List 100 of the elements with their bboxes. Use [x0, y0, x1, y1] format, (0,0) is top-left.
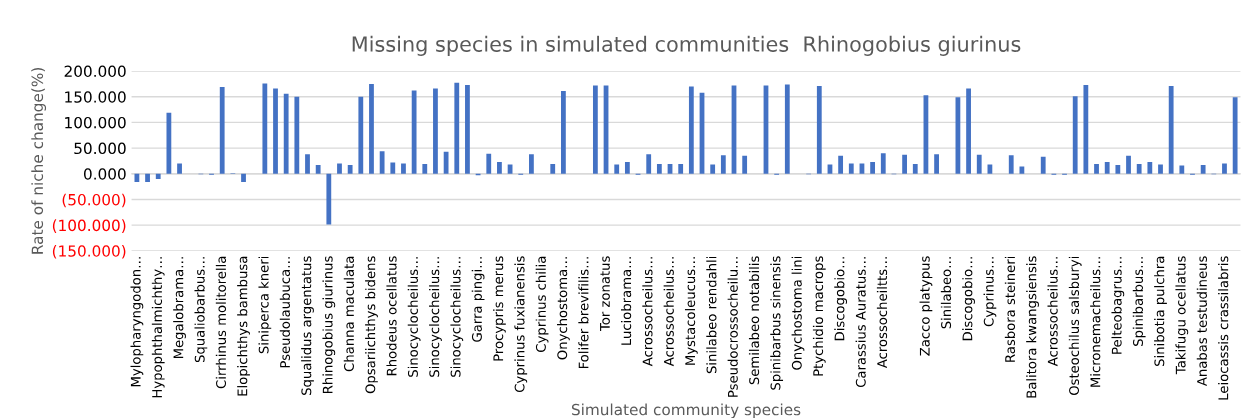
bar — [465, 84, 470, 174]
bar — [1083, 84, 1089, 174]
x-tick-label: Pseudocrossocheilu… — [727, 257, 738, 397]
bar — [390, 162, 396, 174]
x-tick-label: Balitora kwangsiensis — [1026, 256, 1039, 398]
x-tick-label: Luciobrama… — [620, 257, 632, 345]
x-tick-label: Spinibarbus… — [1132, 257, 1146, 346]
x-tick-label: Rhodeus ocellatus — [386, 256, 397, 376]
bar — [912, 164, 918, 174]
bar — [443, 151, 449, 174]
x-tick-label: Sinibotia pulchra — [1154, 256, 1167, 366]
x-tick-label: Micronemacheilus… — [1090, 257, 1101, 387]
bar — [934, 154, 939, 174]
x-tick-label: Mystacoleucus… — [684, 257, 698, 365]
x-tick-label: Ptychidio macrops — [812, 256, 826, 376]
bar — [1158, 164, 1163, 174]
x-tick-label: Procypris merus — [493, 256, 506, 361]
bar — [1094, 164, 1099, 174]
bar — [145, 173, 150, 182]
x-tick-label: Takifugu ocellatus — [1175, 256, 1189, 375]
bar — [1126, 155, 1131, 174]
x-tick-label: Leiocassis crassilabris — [1218, 256, 1229, 400]
bar — [720, 155, 726, 174]
bar — [1040, 156, 1046, 174]
bar — [592, 85, 598, 174]
bar — [433, 88, 438, 174]
y-tick-label: 0.000 — [83, 168, 126, 180]
bar — [859, 163, 865, 174]
x-tick-label: Megalobrama… — [173, 257, 186, 359]
x-tick-label: Pelteobagrus… — [1111, 257, 1125, 354]
bar — [976, 154, 982, 174]
bar — [379, 151, 385, 174]
y-tick-label: 100.000 — [65, 116, 126, 129]
bar — [848, 163, 854, 174]
x-tick-label: Onychostoma… — [557, 257, 570, 360]
bar — [358, 96, 364, 174]
bar — [656, 164, 662, 174]
bar — [561, 91, 566, 174]
bar — [784, 84, 790, 174]
bar — [369, 83, 374, 174]
x-tick-label: Rhinogobius giurinus — [322, 256, 336, 394]
bar — [1232, 97, 1238, 174]
x-tick-label: Garra pingi… — [471, 257, 485, 342]
x-tick-label: Discogobio… — [834, 257, 848, 341]
bar — [134, 173, 140, 182]
bar — [486, 153, 492, 174]
bar — [838, 155, 844, 174]
bar — [1200, 165, 1206, 174]
bar — [1115, 165, 1121, 174]
bar — [678, 164, 684, 174]
bar — [177, 163, 182, 174]
y-tick-label: 50.000 — [74, 142, 126, 155]
x-tick-label: Cyprinus fuxianensis — [514, 256, 528, 393]
chart-title: Missing species in simulated communities Rhinogobius giurinus — [352, 35, 1021, 56]
bar — [1147, 161, 1153, 174]
bar — [1179, 165, 1185, 174]
bar — [155, 173, 161, 179]
bar — [401, 163, 406, 174]
x-tick-label: Hypophthalmichthy… — [151, 257, 165, 398]
bar — [1104, 161, 1110, 174]
bar — [273, 88, 278, 174]
y-tick-label: (50.000) — [62, 193, 126, 208]
bar — [646, 154, 652, 174]
x-tick-label: Opsariichthys bidens — [365, 256, 378, 394]
bar — [529, 154, 534, 174]
bar — [347, 165, 353, 174]
bar — [742, 155, 748, 174]
bar — [294, 96, 300, 174]
bar — [219, 86, 225, 174]
x-tick-label: Zacco platypus — [919, 256, 933, 356]
bar — [315, 165, 321, 174]
bar — [614, 164, 620, 174]
x-tick-label: Cirrhinus molitorella — [215, 256, 227, 389]
bar — [411, 90, 417, 174]
x-tick-label: Tor zonatus — [600, 256, 610, 332]
bar — [337, 163, 342, 174]
x-tick-label: Channa maculata — [343, 256, 354, 372]
bar — [624, 161, 630, 174]
y-tick-label: 150.000 — [65, 91, 126, 103]
x-tick-label: Acrossocheiltts… — [876, 257, 888, 369]
bar — [1136, 164, 1142, 174]
x-tick-label: Rasbora steineri — [1004, 256, 1016, 362]
x-tick-label: Osteochilus salsburyi — [1068, 256, 1082, 396]
x-tick-label: Carassius Auratus… — [855, 257, 866, 388]
x-tick-label: Cyprinus… — [983, 257, 997, 327]
x-tick-label: Semilabeo notabilis — [748, 256, 760, 385]
bar — [902, 154, 907, 174]
bar — [166, 112, 172, 174]
bar — [262, 83, 268, 174]
bar — [880, 153, 886, 174]
x-tick-label: Sinocyclocheilus… — [429, 257, 442, 377]
x-tick-label: Squaliobarbus… — [194, 257, 208, 363]
x-tick-label: Acrossocheilus… — [1047, 257, 1058, 367]
bar — [305, 154, 310, 174]
x-tick-label: Pseudolaubuca… — [279, 257, 290, 368]
bar — [497, 161, 502, 174]
x-tick-label: Acrossocheilus… — [663, 257, 674, 367]
x-tick-label: Anabas testudineus — [1196, 256, 1207, 387]
x-tick-label: Folifer brevifilis… — [578, 257, 589, 369]
y-tick-label: (100.000) — [52, 219, 126, 233]
